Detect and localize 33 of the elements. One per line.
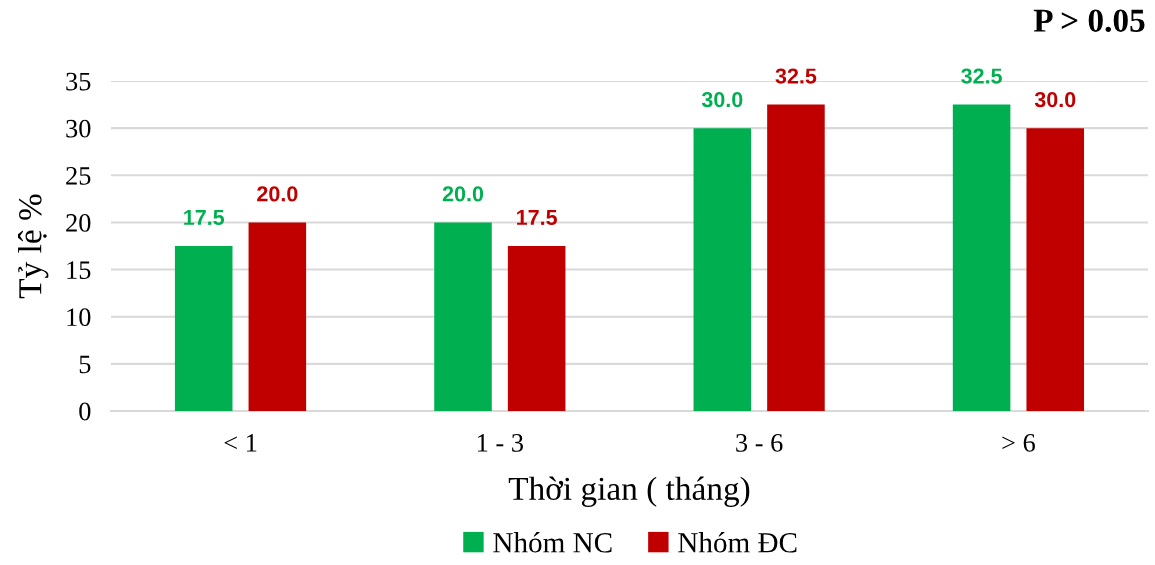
bar bbox=[1026, 128, 1085, 411]
y-axis-title: Tỷ lệ % bbox=[17, 194, 49, 299]
bar bbox=[693, 128, 752, 411]
y-tick-label: 25 bbox=[66, 166, 91, 185]
y-tick-label: 15 bbox=[67, 261, 91, 279]
y-tick-label: 0 bbox=[79, 402, 91, 421]
x-tick-label: < 1 bbox=[224, 434, 257, 452]
data-label: 20.0 bbox=[257, 186, 298, 202]
data-label: 32.5 bbox=[961, 68, 1002, 84]
x-tick-label: 1 - 3 bbox=[477, 434, 523, 452]
data-label: 17.5 bbox=[517, 210, 557, 226]
y-tick-label: 35 bbox=[66, 72, 91, 91]
text: P > 0.05 bbox=[1033, 9, 1145, 33]
bar bbox=[507, 246, 566, 411]
data-label: 30.0 bbox=[1034, 91, 1076, 108]
bar bbox=[248, 222, 307, 411]
data-label: 30.0 bbox=[701, 91, 743, 108]
data-label: 17.5 bbox=[184, 210, 225, 226]
bar bbox=[952, 104, 1011, 411]
data-label: 32.5 bbox=[775, 68, 817, 84]
bar bbox=[174, 246, 233, 411]
legend-label: Nhóm ĐC bbox=[678, 532, 797, 553]
data-label: 20.0 bbox=[442, 186, 484, 202]
bar bbox=[767, 104, 825, 411]
y-tick-label: 5 bbox=[79, 355, 91, 374]
y-tick-label: 30 bbox=[66, 119, 91, 138]
x-tick-label: > 6 bbox=[1002, 434, 1035, 452]
y-tick-label: 10 bbox=[67, 308, 91, 327]
y-tick-label: 20 bbox=[66, 214, 91, 232]
legend-label: Nhóm NC bbox=[493, 532, 612, 553]
x-axis-title: Thời gian ( tháng) bbox=[508, 476, 750, 507]
bar bbox=[434, 222, 492, 411]
x-tick-label: 3 - 6 bbox=[736, 434, 783, 452]
